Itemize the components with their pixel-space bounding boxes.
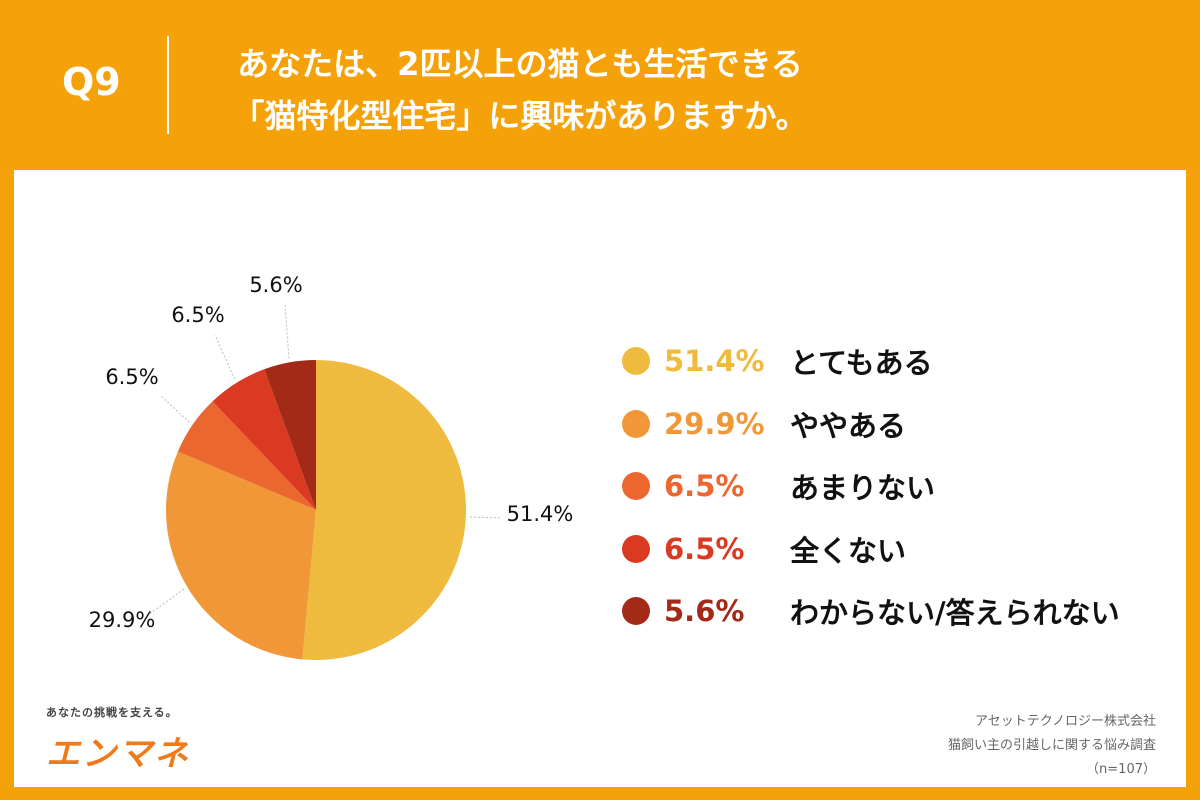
leader-line-2 [147,588,185,616]
source-survey: 猫飼い主の引越しに関する悩み調査 [947,738,1156,753]
legend-percent: 5.6% [664,594,745,629]
legend-percent: 6.5% [664,469,745,504]
legend-label: わからない/答えられない [790,596,1120,631]
brand: あなたの挑戦を支える。 エンマネ [46,704,190,775]
legend-swatch [622,597,650,626]
source-company: アセットテクノロジー株式会社 [975,714,1156,729]
legend-swatch [622,347,650,376]
legend-item-2: 29.9% ややある [622,393,1120,456]
source-sample-size: （n=107） [1086,762,1156,777]
data-label-1: 51.4% [507,502,574,526]
header-divider [167,36,169,134]
legend-swatch [622,409,650,438]
legend-item-5: 5.6% わからない/答えられない [622,580,1120,643]
legend-swatch [622,534,650,563]
legend-percent: 29.9% [664,406,765,441]
legend-item-1: 51.4% とてもある [622,330,1120,393]
pie-slice-2 [165,451,316,660]
data-label-2: 29.9% [89,608,156,632]
header: Q9 あなたは、2匹以上の猫とも生活できる 「猫特化型住宅」に興味がありますか。 [0,0,1200,170]
legend-label: 全くない [790,533,907,568]
data-label-5: 5.6% [249,273,302,297]
legend-percent: 51.4% [664,344,765,379]
question-number: Q9 [62,60,121,104]
legend-swatch [622,472,650,501]
data-label-3: 6.5% [105,365,158,389]
leader-line-4 [214,334,236,380]
legend-percent: 6.5% [664,531,745,566]
question-title-line-1: あなたは、2匹以上の猫とも生活できる [237,45,803,83]
data-label-4: 6.5% [171,303,224,327]
pie-slice-3 [177,401,316,510]
brand-tagline: あなたの挑戦を支える。 [46,706,178,719]
pie-slice-1 [302,360,467,660]
chart-legend: 51.4% とてもある 29.9% ややある 6.5% あまりない 6.5% 全くない 5.6%… [622,330,1120,643]
leader-line-5 [284,304,290,359]
pie-slice-4 [212,369,316,510]
question-title: あなたは、2匹以上の猫とも生活できる 「猫特化型住宅」に興味がありますか。 [180,38,860,142]
legend-item-3: 6.5% あまりない [622,455,1120,518]
legend-label: とてもある [790,346,933,381]
legend-label: ややある [790,408,907,443]
legend-item-4: 6.5% 全くない [622,518,1120,581]
legend-label: あまりない [790,471,936,506]
leader-line-3 [159,394,190,423]
brand-logo: エンマネ [46,734,190,774]
source-note: アセットテクノロジー株式会社 猫飼い主の引越しに関する悩み調査 （n=107） [948,710,1156,782]
question-title-line-2: 「猫特化型住宅」に興味がありますか。 [232,97,808,135]
pie-slice-5 [264,360,316,510]
leader-line-1 [469,516,501,519]
